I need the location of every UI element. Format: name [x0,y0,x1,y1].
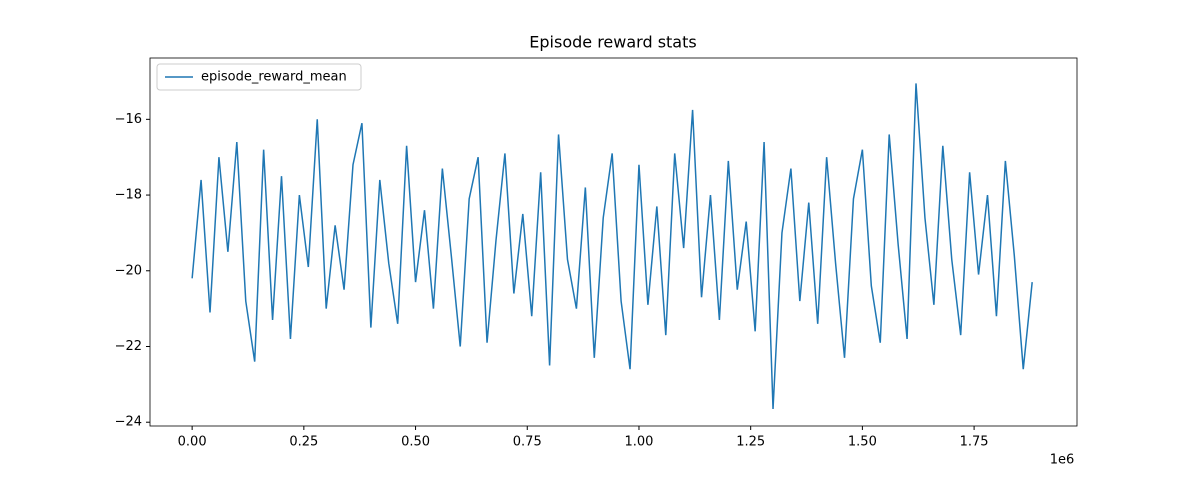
data-line [191,83,1033,410]
x-tick-label: 0.00 [178,435,207,450]
x-tick-label: 0.25 [289,435,318,450]
x-offset-label: 1e6 [1050,453,1075,468]
x-tick-label: 0.75 [513,435,542,450]
legend-box [156,63,362,91]
x-tick-label: 1.00 [624,435,653,450]
x-tick-label: 1.75 [960,435,989,450]
y-tick-label: −22 [115,339,142,354]
y-tick-label: −20 [115,263,142,278]
x-tick-label: 0.50 [401,435,430,450]
chart-title: Episode reward stats [529,33,696,52]
y-tick-label: −16 [115,112,142,127]
x-tick-label: 1.50 [848,435,877,450]
y-tick-label: −24 [115,415,142,430]
x-tick-label: 1.25 [736,435,765,450]
y-tick-label: −18 [115,188,142,203]
plot-frame [149,57,1078,427]
legend-label: episode_reward_mean [201,70,347,85]
